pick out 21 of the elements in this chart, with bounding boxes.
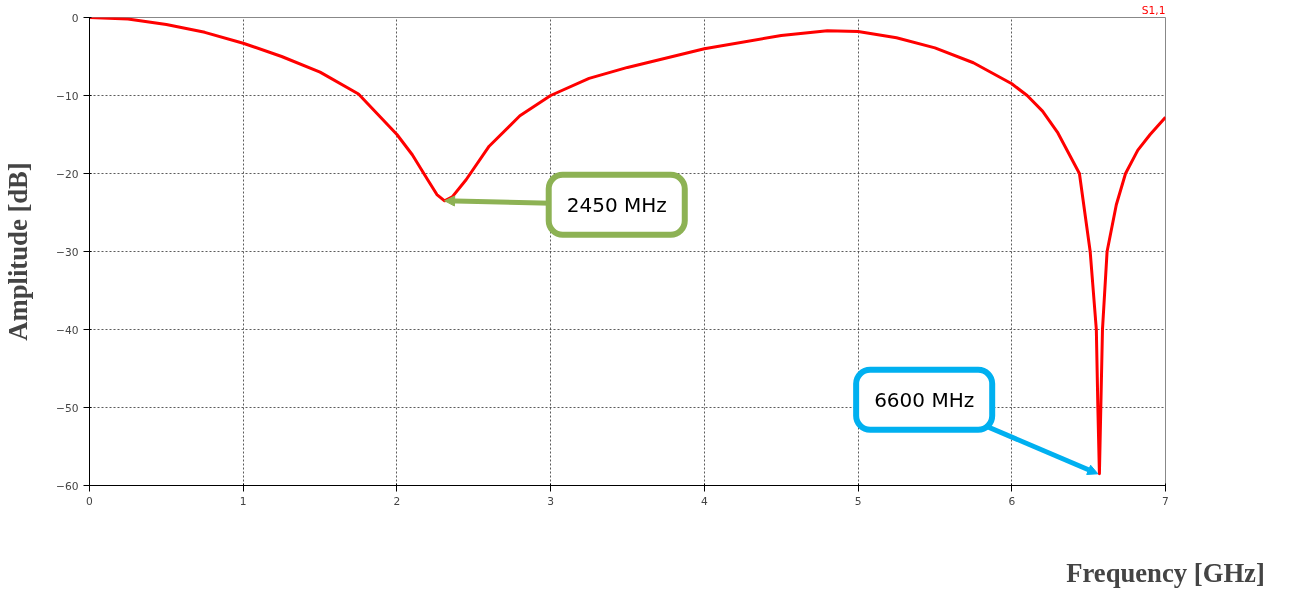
y-tick-label: −20	[56, 167, 79, 181]
x-tick-label: 6	[1008, 494, 1016, 508]
y-tick-label: −50	[56, 401, 79, 415]
x-tick-label: 4	[700, 494, 708, 508]
y-tick-label: −60	[56, 479, 79, 493]
x-axis-title: Frequency [GHz]	[1066, 557, 1265, 588]
y-tick-label: −30	[56, 245, 79, 259]
x-tick-label: 1	[239, 494, 247, 508]
y-tick-label: 0	[71, 11, 79, 25]
y-axis-title: Amplitude [dB]	[3, 162, 34, 341]
text: S1,1	[1141, 3, 1166, 17]
line-series	[89, 17, 1166, 476]
y-tick-label: −10	[56, 89, 79, 103]
annotation: 6600 MHz	[874, 387, 975, 412]
x-tick-label: 2	[393, 494, 401, 508]
x-tick-label: 7	[1162, 494, 1169, 508]
y-tick-label: −40	[56, 323, 79, 337]
x-tick-label: 3	[547, 494, 555, 508]
x-tick-label: 0	[86, 494, 94, 508]
x-tick-label: 5	[854, 494, 862, 508]
annotation: 2450 MHz	[566, 192, 667, 217]
